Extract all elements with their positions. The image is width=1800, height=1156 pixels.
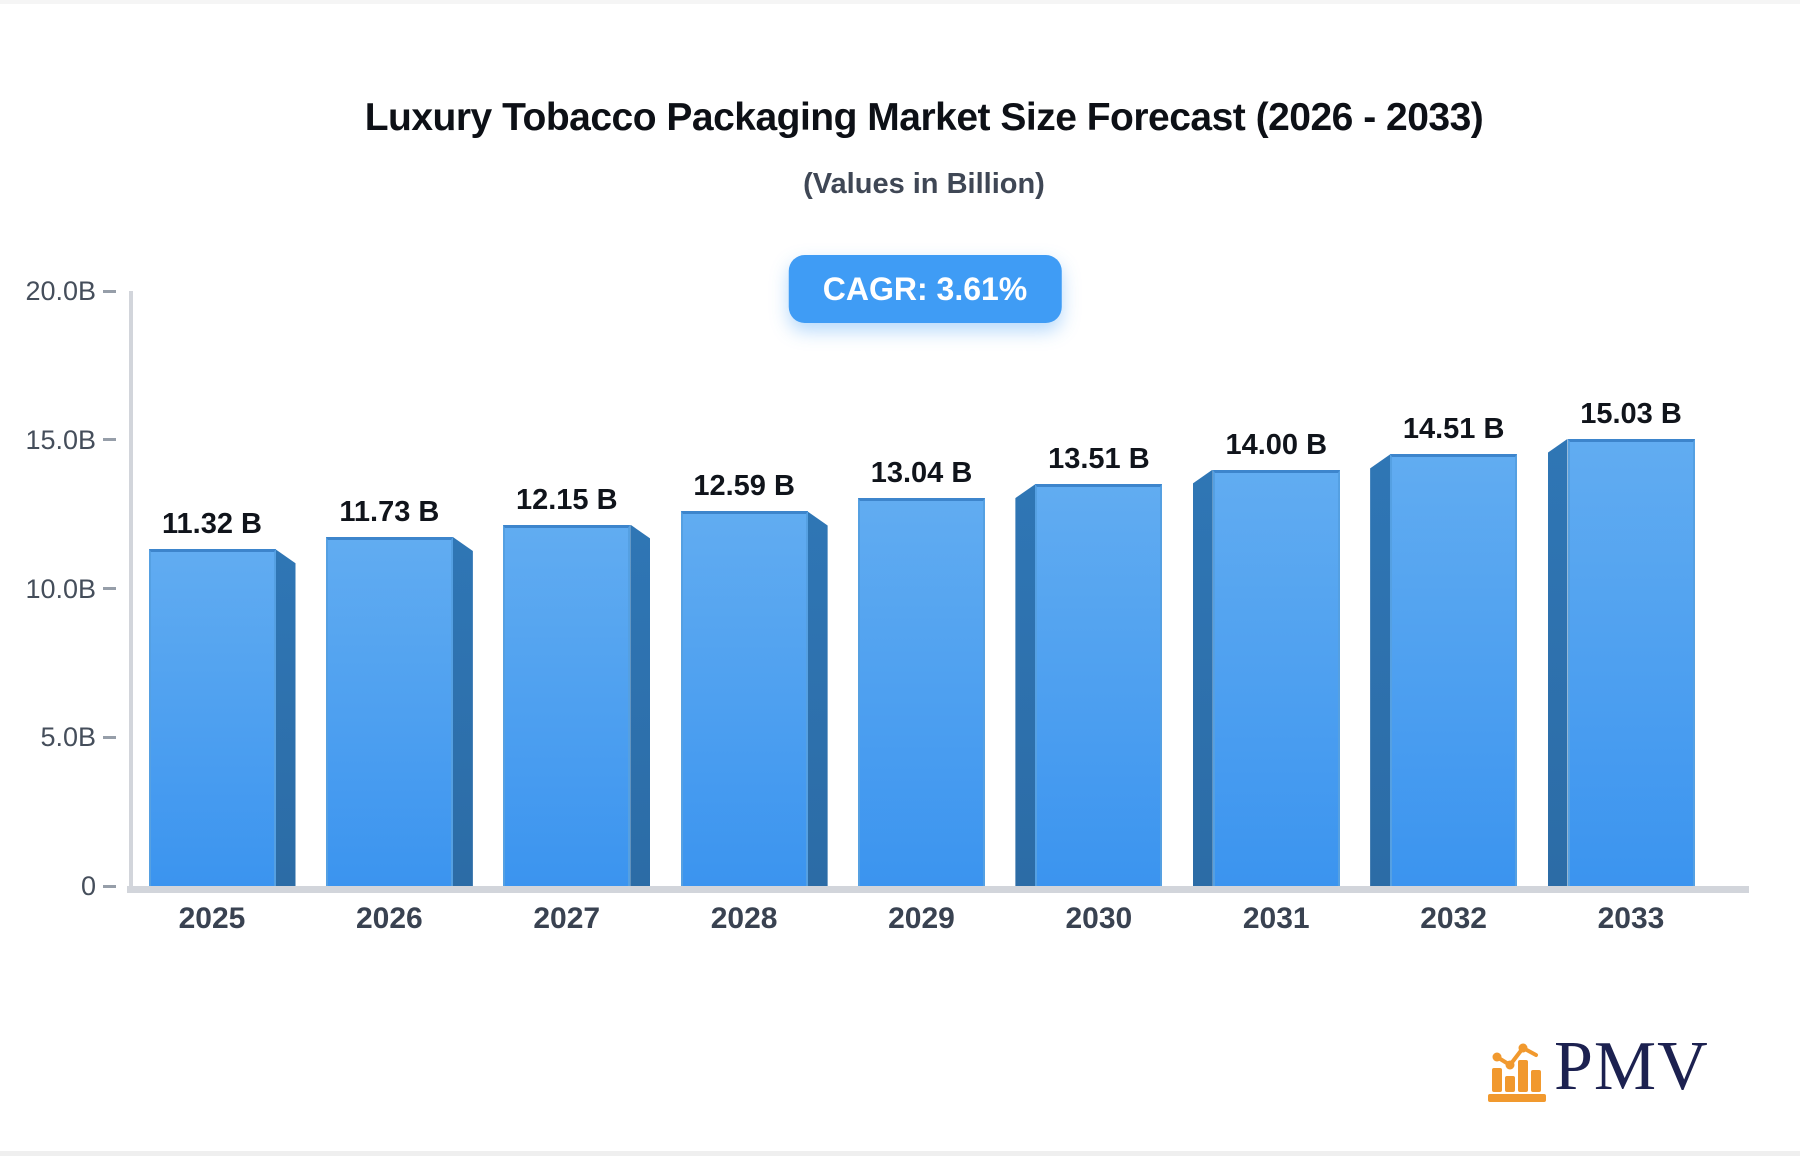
bottom-edge-strip	[0, 1151, 1800, 1156]
x-axis-label-2029: 2029	[888, 902, 955, 935]
x-axis-label-2033: 2033	[1597, 902, 1665, 935]
bar-side-2031	[1192, 469, 1213, 886]
x-axis-label-2031: 2031	[1242, 902, 1310, 935]
y-tick-dash-10.0B	[103, 587, 116, 590]
y-tick-label-20.0B: 20.0B	[25, 276, 96, 306]
y-tick-dash-5.0B	[103, 735, 116, 739]
bar-2028	[680, 511, 808, 886]
x-axis-label-2025: 2025	[178, 902, 246, 935]
pmv-logo: PMV	[1488, 1032, 1709, 1102]
bar-value-label-2031: 14.00 B	[1225, 428, 1328, 461]
bar-value-label-2029: 13.04 B	[870, 457, 973, 490]
bar-2025	[148, 549, 276, 886]
y-tick-dash-0	[103, 884, 116, 888]
bar-side-2032	[1370, 454, 1391, 886]
chart-subtitle: (Values in Billion)	[803, 168, 1045, 200]
y-tick-dash-20.0B	[103, 289, 116, 293]
bar-2026	[325, 537, 453, 886]
bar-value-label-2027: 12.15 B	[515, 483, 618, 516]
bar-2027	[503, 524, 631, 886]
bar-side-2033	[1547, 438, 1568, 886]
bar-side-2025	[275, 549, 296, 886]
y-tick-label-5.0B: 5.0B	[40, 722, 96, 753]
y-axis-line	[129, 291, 133, 886]
chart-title: Luxury Tobacco Packaging Market Size For…	[364, 96, 1484, 139]
bar-value-label-2030: 13.51 B	[1048, 443, 1150, 476]
x-axis-label-2030: 2030	[1065, 902, 1133, 935]
x-axis-label-2027: 2027	[533, 902, 601, 935]
y-tick-label-15.0B: 15.0B	[25, 424, 96, 455]
x-axis-baseline	[127, 886, 1749, 893]
bar-value-label-2025: 11.32 B	[162, 508, 262, 541]
bar-2032	[1390, 454, 1518, 886]
bar-side-2028	[807, 511, 828, 886]
bar-side-2030	[1015, 484, 1036, 886]
bar-value-label-2032: 14.51 B	[1402, 413, 1505, 446]
bar-side-2026	[452, 537, 473, 886]
bar-2033	[1567, 438, 1695, 886]
bar-side-2027	[630, 524, 651, 886]
bar-value-label-2033: 15.03 B	[1580, 397, 1682, 430]
bar-value-label-2026: 11.73 B	[339, 496, 440, 529]
bar-2029	[858, 498, 985, 886]
y-tick-label-0: 0	[80, 871, 96, 901]
bar-value-label-2028: 12.59 B	[693, 470, 795, 503]
y-tick-dash-15.0B	[103, 438, 116, 442]
bar-2031	[1212, 469, 1340, 886]
top-edge-strip	[0, 0, 1800, 4]
logo-text: PMV	[1554, 1028, 1709, 1105]
bar-2030	[1035, 484, 1163, 886]
bar-chart-logo-icon	[1488, 1043, 1546, 1102]
y-tick-label-10.0B: 10.0B	[25, 573, 96, 604]
cagr-badge: CAGR: 3.61%	[788, 255, 1062, 323]
x-axis-label-2028: 2028	[710, 902, 778, 935]
x-axis-label-2032: 2032	[1420, 902, 1487, 935]
x-axis-label-2026: 2026	[356, 902, 423, 935]
